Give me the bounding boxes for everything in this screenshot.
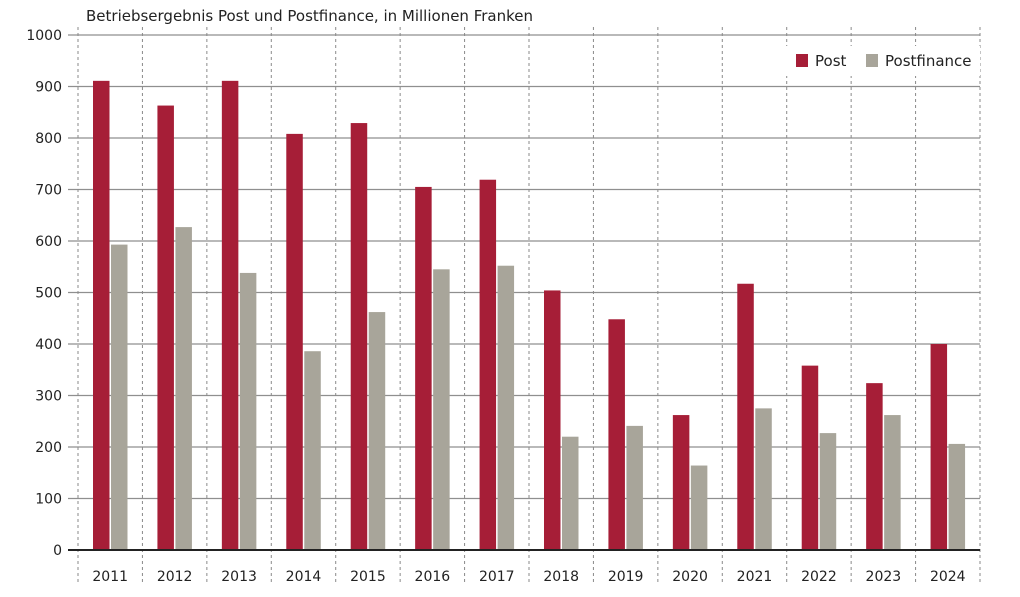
- x-tick-label: 2019: [608, 569, 644, 585]
- bar-post-2020: [672, 415, 690, 550]
- legend-label-post: Post: [815, 52, 847, 70]
- bar-post-2014: [286, 133, 303, 550]
- y-tick-label: 200: [35, 440, 62, 456]
- bar-post-2013: [221, 80, 239, 551]
- y-tick-label: 1000: [26, 28, 62, 44]
- bar-postfinance-2023: [884, 415, 901, 550]
- x-tick-label: 2013: [221, 569, 257, 585]
- y-tick-label: 800: [35, 131, 62, 147]
- bar-post-2015: [350, 123, 368, 550]
- bar-postfinance-2016: [433, 269, 450, 550]
- bar-post-2023: [866, 383, 883, 550]
- x-tick-label: 2016: [415, 569, 451, 585]
- bar-postfinance-2018: [562, 436, 579, 550]
- x-tick-label: 2021: [737, 569, 773, 585]
- chart-title: Betriebsergebnis Post und Postfinance, i…: [86, 7, 533, 25]
- x-tick-label: 2012: [157, 569, 193, 585]
- y-tick-label: 900: [35, 80, 62, 96]
- bar-post-2011: [93, 80, 110, 551]
- legend: Post Postfinance: [780, 46, 980, 76]
- bar-postfinance-2019: [626, 425, 643, 550]
- x-tick-label: 2018: [543, 569, 579, 585]
- legend-swatch-post: [796, 54, 808, 67]
- x-tick-label: 2022: [801, 569, 837, 585]
- bar-post-2022: [801, 365, 819, 550]
- bar-post-2021: [737, 283, 754, 550]
- grid: [68, 27, 981, 583]
- y-tick-label: 700: [35, 183, 62, 199]
- y-tick-label: 100: [35, 492, 62, 508]
- y-tick-label: 0: [53, 543, 62, 559]
- x-tick-label: 2014: [286, 569, 322, 585]
- y-tick-label: 500: [35, 286, 62, 302]
- bar-postfinance-2020: [690, 465, 708, 550]
- x-axis: 2011 2012 2013 2014 2015 2016 2017 2018 2019 2020…: [92, 569, 965, 585]
- x-tick-label: 2017: [479, 569, 515, 585]
- y-tick-label: 300: [35, 389, 62, 405]
- x-tick-label: 2023: [866, 569, 902, 585]
- bar-post-2016: [415, 186, 432, 551]
- bar-postfinance-2022: [819, 433, 837, 550]
- x-tick-label: 2015: [350, 569, 386, 585]
- bar-postfinance-2015: [368, 312, 386, 550]
- bar-postfinance-2011: [111, 244, 128, 551]
- bar-postfinance-2013: [239, 272, 257, 550]
- bar-postfinance-2024: [948, 443, 966, 550]
- bar-post-2019: [608, 319, 625, 550]
- x-tick-label: 2020: [672, 569, 708, 585]
- bar-post-2012: [157, 105, 174, 551]
- bar-postfinance-2014: [304, 351, 321, 550]
- y-axis: 0 100 200 300 400 500 600 700 800 900 1000: [26, 28, 980, 559]
- bar-postfinance-2021: [755, 408, 772, 550]
- bar-postfinance-2012: [175, 227, 192, 550]
- y-tick-label: 600: [35, 234, 62, 250]
- bars: [93, 80, 966, 551]
- bar-post-2024: [930, 344, 948, 550]
- legend-swatch-postfinance: [866, 54, 878, 67]
- bar-post-2017: [479, 179, 497, 550]
- legend-background: [780, 46, 980, 76]
- bar-postfinance-2017: [497, 265, 515, 550]
- bar-post-2018: [544, 290, 561, 550]
- y-tick-label: 400: [35, 337, 62, 353]
- legend-label-postfinance: Postfinance: [885, 52, 972, 70]
- x-tick-label: 2011: [92, 569, 128, 585]
- x-tick-label: 2024: [930, 569, 966, 585]
